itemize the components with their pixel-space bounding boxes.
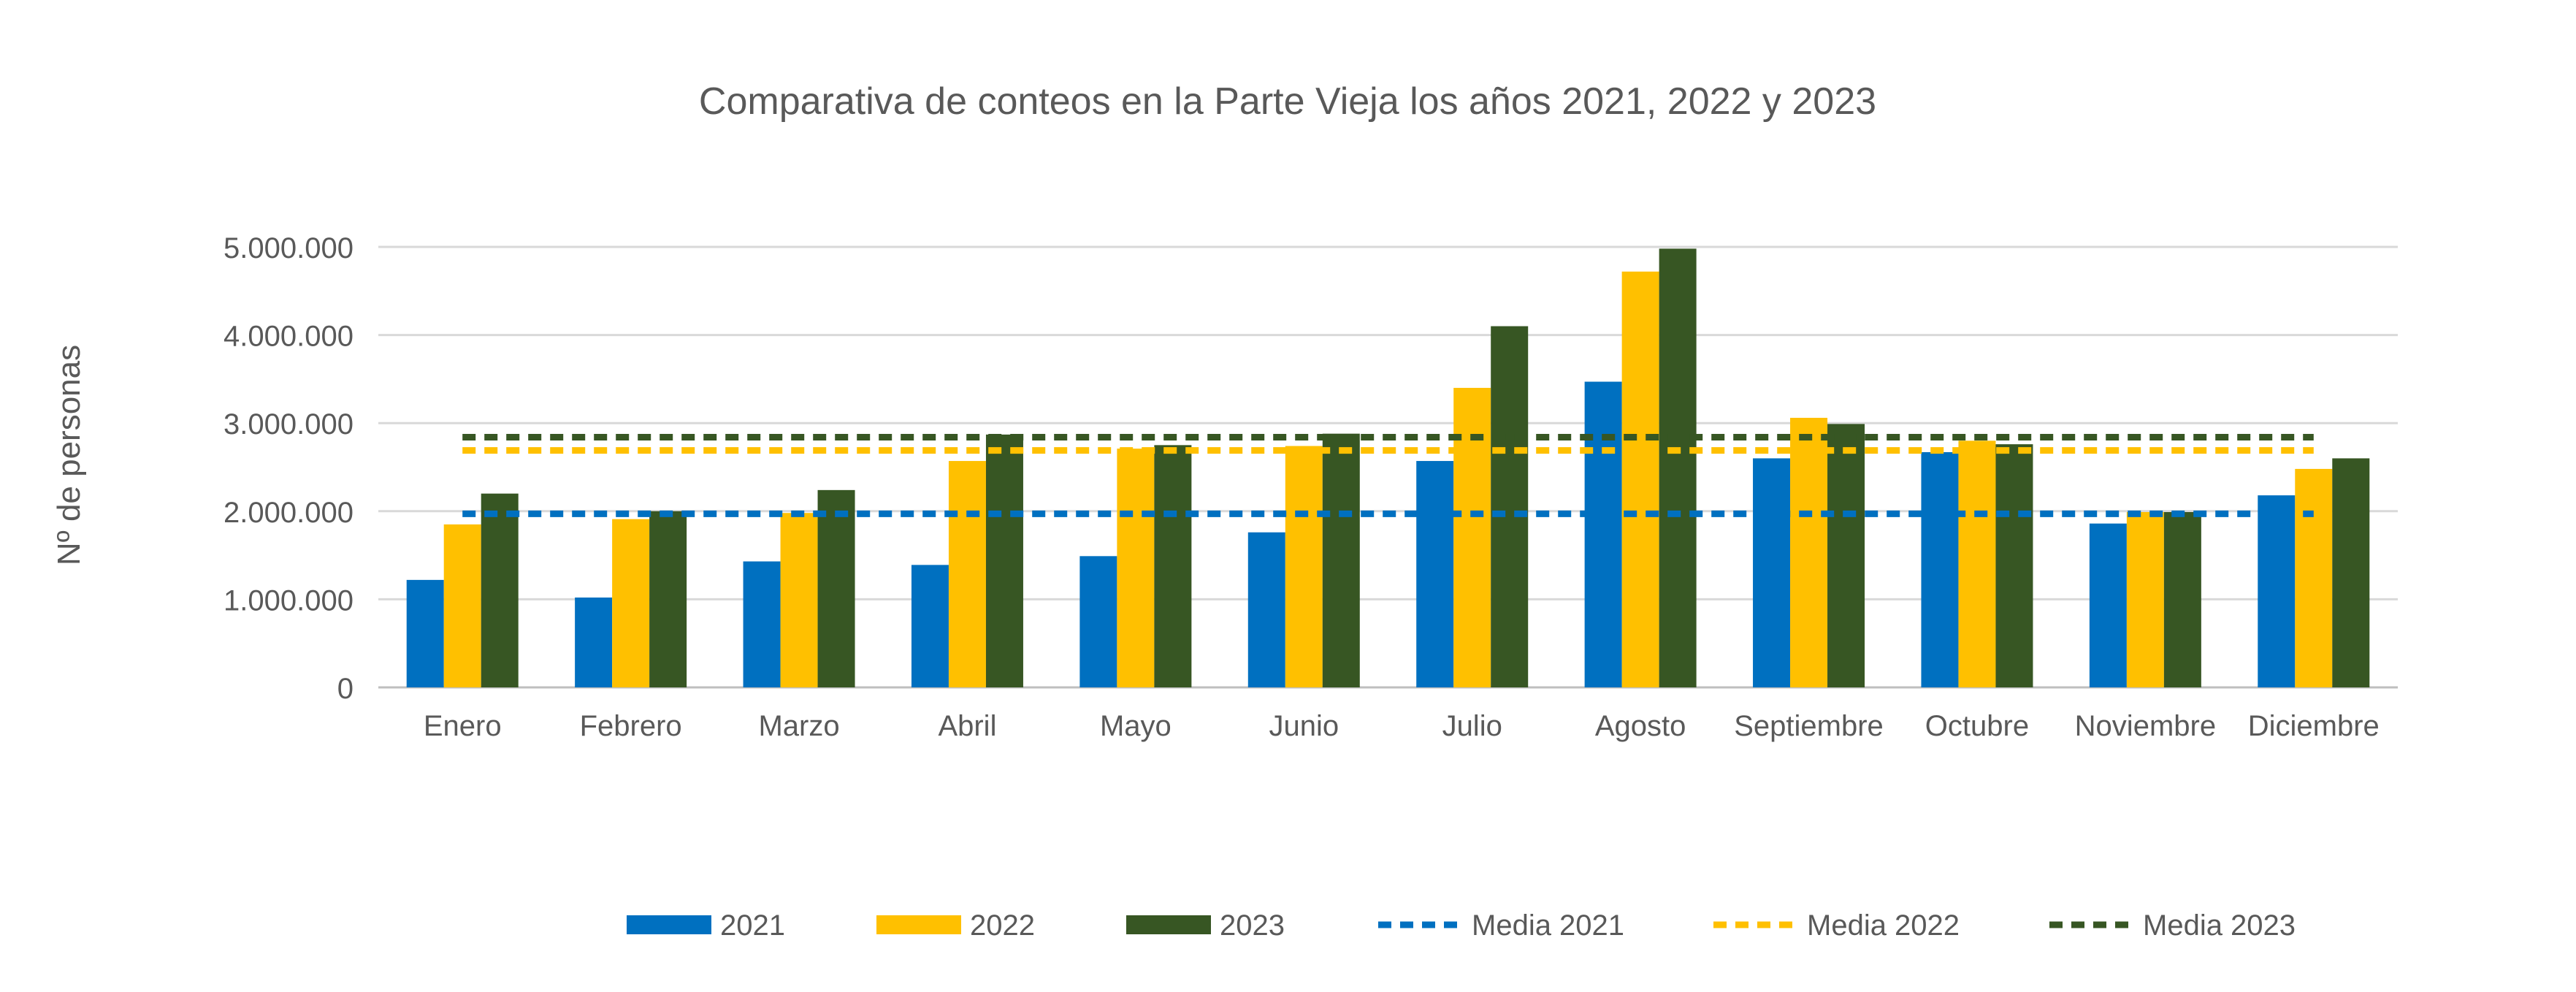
x-tick-label: Noviembre — [2075, 710, 2216, 742]
bar-2022-agosto — [1621, 271, 1659, 687]
bar-2022-febrero — [612, 519, 650, 687]
bar-2021-diciembre — [2258, 495, 2296, 687]
x-tick-label: Mayo — [1100, 710, 1172, 742]
x-axis-ticks: Enero Febrero Marzo Abril Mayo Junio Julio Agos… — [424, 710, 2380, 742]
bar-2022-junio — [1285, 446, 1323, 687]
y-axis-title: Nº de personas — [51, 345, 87, 565]
bar-2022-octubre — [1958, 440, 1996, 687]
bar-2023-enero — [481, 493, 519, 687]
bar-2022-abril — [948, 461, 986, 687]
bar-2021-abril — [911, 565, 949, 687]
x-tick-label: Enero — [424, 710, 502, 742]
bar-2022-marzo — [780, 513, 818, 687]
bar-2021-marzo — [743, 561, 781, 687]
legend-label: 2023 — [1220, 909, 1285, 942]
bar-2023-marzo — [817, 489, 855, 687]
legend-label: Media 2021 — [1472, 909, 1624, 942]
x-tick-label: Abril — [938, 710, 996, 742]
legend-label: 2021 — [720, 909, 785, 942]
bar-2023-junio — [1322, 433, 1360, 687]
x-tick-label: Octubre — [1925, 710, 2029, 742]
legend-label: 2022 — [970, 909, 1035, 942]
bar-2022-mayo — [1117, 449, 1155, 687]
y-tick-label: 4.000.000 — [223, 321, 353, 353]
bar-2021-agosto — [1584, 381, 1622, 687]
bar-2021-febrero — [575, 597, 613, 687]
y-axis-ticks: 0 1.000.000 2.000.000 3.000.000 4.000.000 5.0… — [223, 232, 353, 705]
legend-swatch — [627, 915, 711, 934]
bar-2021-septiembre — [1753, 458, 1791, 687]
bar-2022-diciembre — [2295, 468, 2333, 687]
bar-2021-junio — [1247, 532, 1285, 687]
bar-2023-abril — [985, 434, 1023, 687]
x-tick-label: Agosto — [1595, 710, 1686, 742]
bar-2023-octubre — [1995, 444, 2033, 687]
bar-2023-febrero — [649, 511, 687, 687]
x-tick-label: Diciembre — [2248, 710, 2380, 742]
mean-lines — [462, 433, 2314, 517]
bar-2023-diciembre — [2332, 458, 2370, 687]
y-tick-label: 1.000.000 — [223, 584, 353, 617]
bar-2021-octubre — [1921, 451, 1959, 687]
bar-2022-septiembre — [1790, 417, 1828, 687]
bar-2022-noviembre — [2126, 512, 2164, 687]
bar-2022-enero — [443, 524, 481, 687]
legend-swatch — [876, 915, 961, 934]
bar-2023-noviembre — [2163, 512, 2201, 687]
y-tick-label: 0 — [337, 673, 353, 705]
x-tick-label: Junio — [1269, 710, 1339, 742]
chart-title: Comparativa de conteos en la Parte Vieja… — [699, 80, 1876, 123]
y-tick-label: 2.000.000 — [223, 497, 353, 529]
legend: 2021 2022 2023 Media 2021 Media 2022 Media 20… — [627, 909, 2296, 942]
bar-2021-mayo — [1079, 556, 1117, 687]
bar-2023-agosto — [1659, 248, 1697, 687]
x-tick-label: Febrero — [580, 710, 682, 742]
x-tick-label: Julio — [1442, 710, 1502, 742]
bar-2021-noviembre — [2089, 523, 2127, 687]
x-tick-label: Marzo — [758, 710, 839, 742]
bar-2023-julio — [1491, 326, 1529, 687]
x-tick-label: Septiembre — [1734, 710, 1884, 742]
bar-2023-mayo — [1154, 445, 1192, 687]
y-tick-label: 5.000.000 — [223, 232, 353, 264]
legend-label: Media 2023 — [2143, 909, 2296, 942]
y-tick-label: 3.000.000 — [223, 408, 353, 440]
legend-label: Media 2022 — [1807, 909, 1960, 942]
bar-2021-enero — [406, 579, 444, 687]
bar-2022-julio — [1453, 387, 1491, 687]
bar-2021-julio — [1416, 461, 1454, 687]
bars — [406, 248, 2370, 687]
legend-swatch — [1126, 915, 1211, 934]
bar-2023-septiembre — [1827, 424, 1865, 687]
